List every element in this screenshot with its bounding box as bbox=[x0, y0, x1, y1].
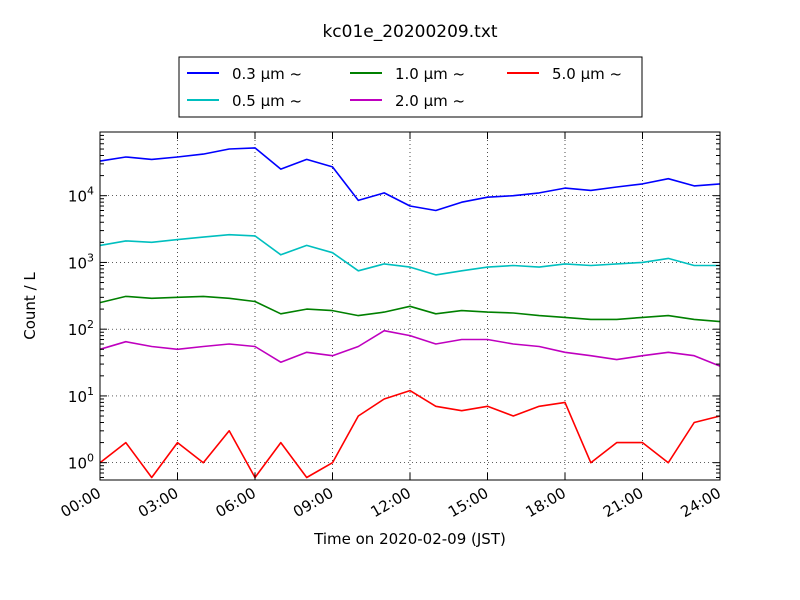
x-tick-label: 00:00 bbox=[58, 484, 104, 521]
series-lines bbox=[99, 147, 721, 479]
series-line-1 bbox=[99, 233, 720, 276]
x-tick-label: 12:00 bbox=[368, 484, 414, 521]
legend: 0.3 μm ~ 0.5 μm ~ 1.0 μm ~ 2.0 μm ~ 5.0 μm ~ bbox=[178, 56, 643, 118]
y-tick-base: 10 bbox=[68, 321, 87, 339]
y-tick-base: 10 bbox=[68, 254, 87, 272]
legend-label-3: 2.0 μm ~ bbox=[395, 92, 465, 110]
y-tick-label: 102 bbox=[68, 318, 94, 339]
y-tick-base: 10 bbox=[68, 455, 87, 473]
series-line-2 bbox=[99, 295, 721, 323]
y-tick-exp: 0 bbox=[87, 452, 94, 465]
x-axis-label: Time on 2020-02-09 (JST) bbox=[313, 530, 506, 548]
legend-label-2: 1.0 μm ~ bbox=[395, 65, 465, 83]
series-line-3 bbox=[99, 329, 721, 367]
legend-box bbox=[178, 56, 643, 118]
y-axis-label: Count / L bbox=[21, 272, 39, 340]
y-tick-exp: 1 bbox=[87, 385, 94, 398]
y-tick-label: 101 bbox=[68, 385, 94, 406]
y-tick-label: 100 bbox=[68, 452, 94, 473]
x-tick-label: 03:00 bbox=[135, 484, 181, 521]
legend-label-1: 0.5 μm ~ bbox=[232, 92, 302, 110]
x-tick-label: 21:00 bbox=[600, 484, 646, 521]
x-tick-label: 18:00 bbox=[523, 484, 569, 521]
chart-title: kc01e_20200209.txt bbox=[322, 22, 497, 42]
axis-ticks bbox=[99, 131, 721, 480]
y-tick-exp: 4 bbox=[87, 185, 94, 198]
legend-label-0: 0.3 μm ~ bbox=[232, 65, 302, 83]
y-tick-exp: 3 bbox=[87, 251, 94, 264]
series-line-0 bbox=[99, 147, 721, 212]
x-tick-labels: 00:00 03:00 06:00 09:00 12:00 15:00 18:00 21:00… bbox=[58, 484, 724, 521]
series-line-4 bbox=[99, 389, 721, 479]
grid-lines bbox=[100, 132, 720, 480]
legend-label-4: 5.0 μm ~ bbox=[552, 65, 622, 83]
x-tick-label: 24:00 bbox=[678, 484, 724, 521]
x-tick-label: 06:00 bbox=[213, 484, 259, 521]
y-tick-exp: 2 bbox=[87, 318, 94, 331]
y-tick-base: 10 bbox=[68, 188, 87, 206]
x-tick-label: 15:00 bbox=[445, 484, 491, 521]
y-tick-label: 104 bbox=[68, 185, 94, 206]
y-tick-base: 10 bbox=[68, 388, 87, 406]
x-tick-label: 09:00 bbox=[290, 484, 336, 521]
y-tick-label: 103 bbox=[68, 251, 94, 272]
